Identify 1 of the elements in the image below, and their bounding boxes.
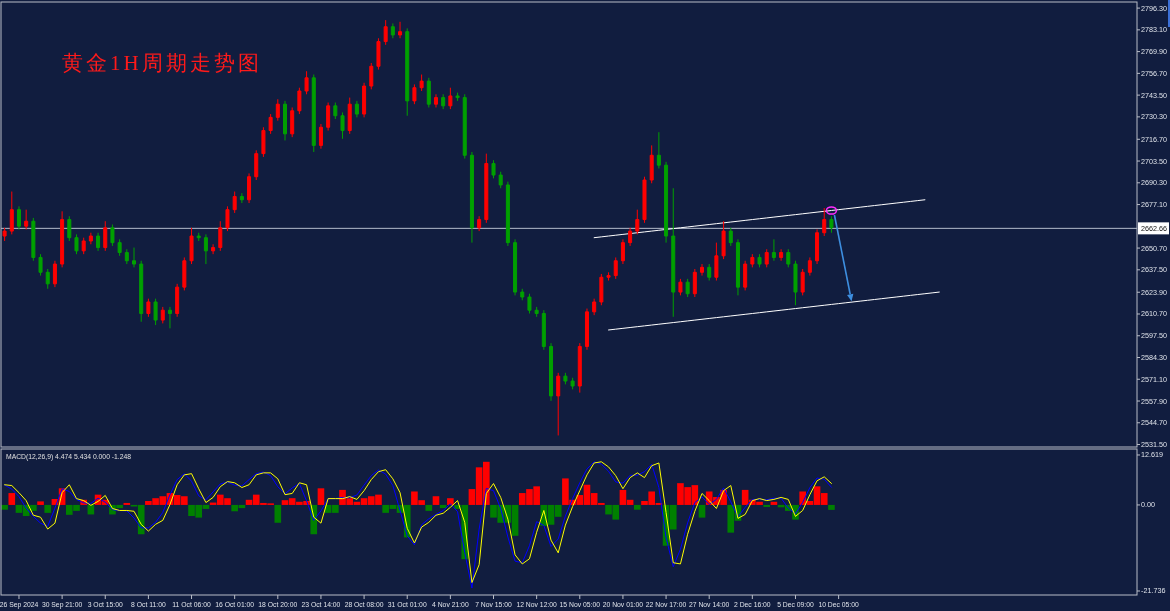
text: 黄金1H周期走势图 [62,51,262,75]
